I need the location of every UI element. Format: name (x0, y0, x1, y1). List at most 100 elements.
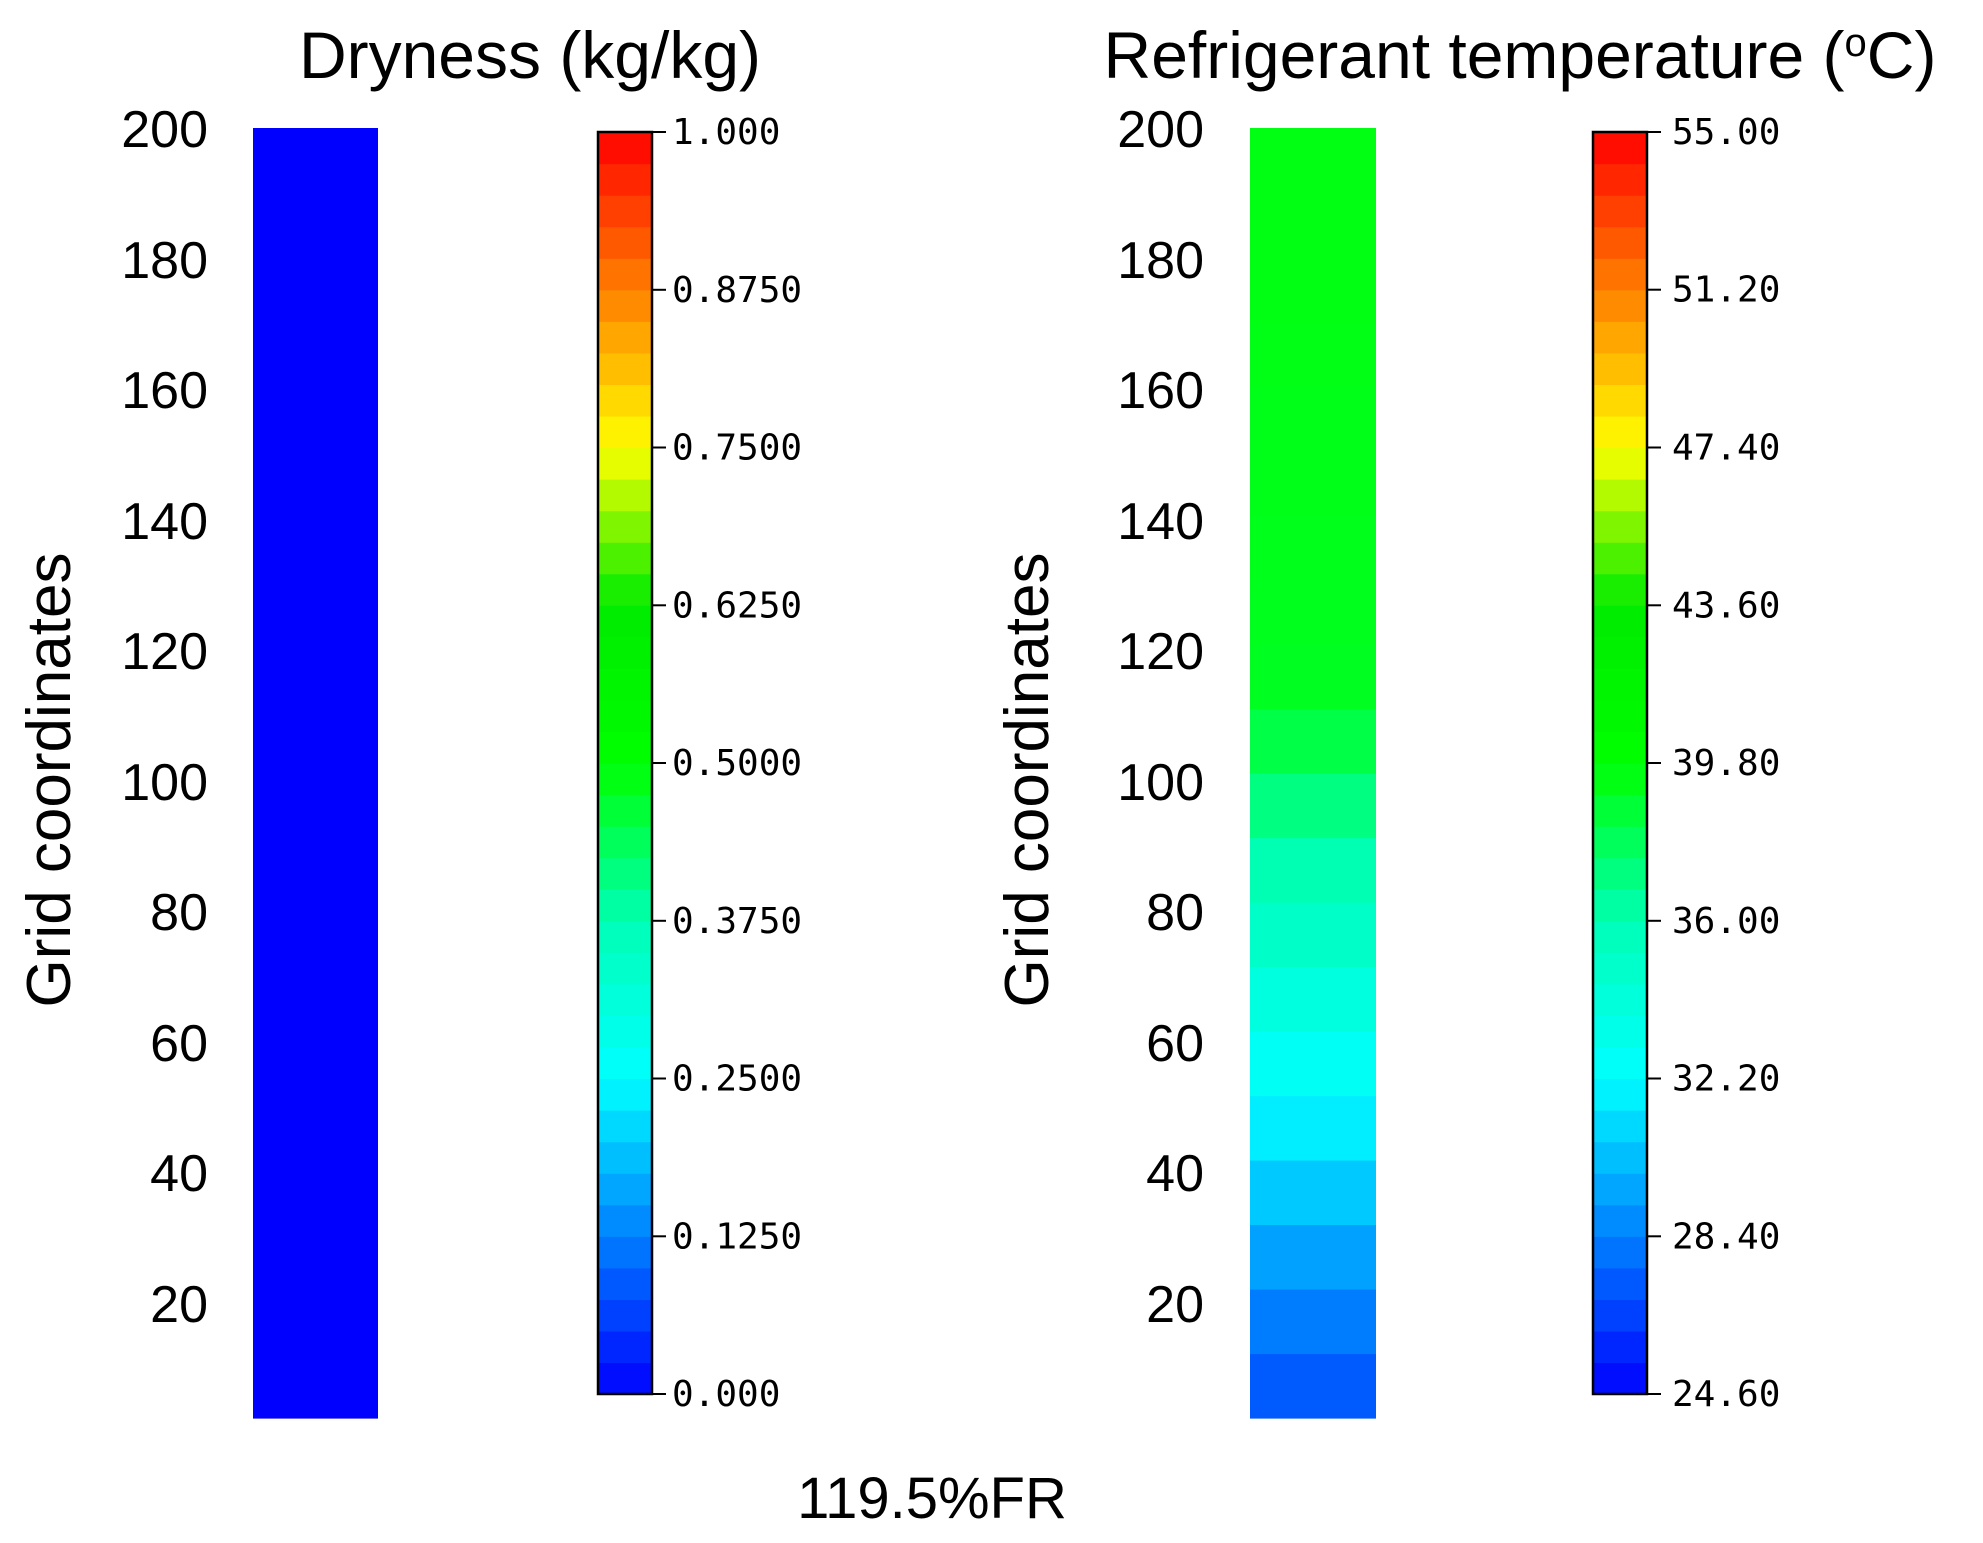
temperature-colorbar-band (1593, 731, 1647, 764)
dryness-colorbar-band (598, 668, 652, 701)
dryness-colorbar-band (598, 1141, 652, 1174)
dryness-cb-tick-label: 0.8750 (672, 270, 802, 311)
temperature-cb-tick-label: 36.00 (1672, 901, 1780, 942)
temperature-colorbar-band (1593, 415, 1647, 449)
dryness-colorbar-band (598, 321, 652, 354)
temperature-colorbar-band (1593, 195, 1647, 228)
temperature-colorbar-band (1593, 132, 1647, 165)
temperature-cb-tick-label: 43.60 (1672, 585, 1780, 626)
dryness-colorbar-band (598, 163, 652, 196)
temperature-column-cell (1250, 128, 1376, 194)
temperature-colorbar-band (1593, 1141, 1647, 1174)
dryness-colorbar-band (598, 415, 652, 449)
dryness-colorbar-band (598, 573, 652, 606)
dryness-colorbar-band (598, 195, 652, 228)
temperature-colorbar-band (1593, 1078, 1647, 1111)
temperature-ytick: 160 (1117, 362, 1204, 420)
temperature-colorbar-band (1593, 542, 1647, 575)
dryness-ytick: 120 (121, 623, 208, 681)
dryness-colorbar-band (598, 1046, 652, 1080)
temperature-column (1250, 128, 1376, 1419)
dryness-ytick: 160 (121, 362, 208, 420)
temperature-column-cell (1250, 515, 1376, 581)
temperature-colorbar-band (1593, 826, 1647, 859)
temperature-colorbar-band (1593, 352, 1647, 385)
temperature-column-cell (1250, 773, 1376, 839)
dryness-colorbar-band (598, 983, 652, 1016)
dryness-colorbar-band (598, 605, 652, 638)
temperature-colorbar-band (1593, 1236, 1647, 1269)
dryness-panel: Dryness (kg/kg) Grid coordinates 20 40 6… (15, 18, 802, 1419)
dryness-cb-tick-label: 0.7500 (672, 428, 802, 469)
dryness-ytick: 140 (121, 493, 208, 551)
temperature-column-cell (1250, 1095, 1376, 1161)
temperature-colorbar-band (1593, 920, 1647, 953)
temperature-colorbar-band (1593, 1267, 1647, 1300)
temperature-colorbar-band (1593, 226, 1647, 259)
dryness-colorbar-band (598, 1236, 652, 1269)
temperature-ytick: 180 (1117, 232, 1204, 290)
dryness-colorbar-band (598, 258, 652, 291)
dryness-colorbar (598, 132, 652, 1395)
temperature-colorbar-band (1593, 1299, 1647, 1332)
temperature-colorbar-band (1593, 952, 1647, 985)
dryness-cb-tick-label: 0.1250 (672, 1216, 802, 1257)
temperature-column-cell (1250, 1224, 1376, 1290)
temperature-colorbar-band (1593, 1330, 1647, 1364)
temperature-colorbar-band (1593, 668, 1647, 701)
temperature-ytick: 80 (1146, 884, 1204, 942)
dryness-colorbar-band (598, 1362, 652, 1395)
temperature-title: Refrigerant temperature (oC) (1104, 18, 1937, 92)
temperature-ytick: 100 (1117, 754, 1204, 812)
dryness-colorbar-band (598, 1173, 652, 1206)
dryness-colorbar-band (598, 731, 652, 764)
dryness-ytick: 80 (150, 884, 208, 942)
dryness-colorbar-band (598, 479, 652, 512)
dryness-colorbar-band (598, 889, 652, 922)
dryness-colorbar-band (598, 857, 652, 890)
temperature-colorbar-band (1593, 857, 1647, 890)
temperature-colorbar-band (1593, 1204, 1647, 1237)
dryness-ytick: 20 (150, 1276, 208, 1334)
temperature-colorbar-band (1593, 510, 1647, 543)
temperature-colorbar-band (1593, 763, 1647, 796)
dryness-colorbar-band (598, 920, 652, 953)
dryness-column (253, 128, 378, 1419)
dryness-colorbar-band (598, 542, 652, 575)
temperature-colorbar-band (1593, 1362, 1647, 1395)
dryness-colorbar-band (598, 289, 652, 322)
figure-caption: 119.5%FR (797, 1466, 1067, 1531)
temperature-column-cell (1250, 1353, 1376, 1419)
temperature-column-cell (1250, 644, 1376, 710)
temperature-colorbar-band (1593, 1015, 1647, 1048)
dryness-ytick: 180 (121, 232, 208, 290)
dryness-cb-tick-label: 1.000 (672, 112, 780, 153)
temperature-column-cell (1250, 837, 1376, 903)
dryness-ytick: 40 (150, 1145, 208, 1203)
temperature-colorbar-band (1593, 289, 1647, 322)
temperature-yticks: 20 40 60 80 100 120 140 160 180 200 (1117, 101, 1204, 1334)
temperature-ytick: 120 (1117, 623, 1204, 681)
dryness-colorbar-band (598, 510, 652, 543)
temperature-cb-tick-label: 47.40 (1672, 428, 1780, 469)
dryness-colorbar-band (598, 132, 652, 165)
dryness-colorbar-band (598, 226, 652, 259)
temperature-column-cell (1250, 1031, 1376, 1097)
temperature-column-cell (1250, 708, 1376, 774)
temperature-colorbar-band (1593, 794, 1647, 827)
temperature-colorbar-band (1593, 1173, 1647, 1206)
temperature-column-cell (1250, 257, 1376, 323)
temperature-ytick: 60 (1146, 1015, 1204, 1073)
temperature-colorbar-band (1593, 983, 1647, 1016)
dryness-colorbar-band (598, 636, 652, 669)
temperature-colorbar-ticks: 24.60 28.40 32.20 36.00 39.80 43.60 47.4… (1647, 112, 1780, 1415)
dryness-colorbar-band (598, 1299, 652, 1332)
dryness-cb-tick-label: 0.5000 (672, 743, 802, 784)
temperature-colorbar-band (1593, 479, 1647, 512)
temperature-ytick: 140 (1117, 493, 1204, 551)
dryness-ytick: 100 (121, 754, 208, 812)
dryness-colorbar-band (598, 699, 652, 733)
dryness-colorbar-band (598, 763, 652, 796)
temperature-colorbar-band (1593, 1046, 1647, 1080)
temperature-cb-tick-label: 51.20 (1672, 270, 1780, 311)
